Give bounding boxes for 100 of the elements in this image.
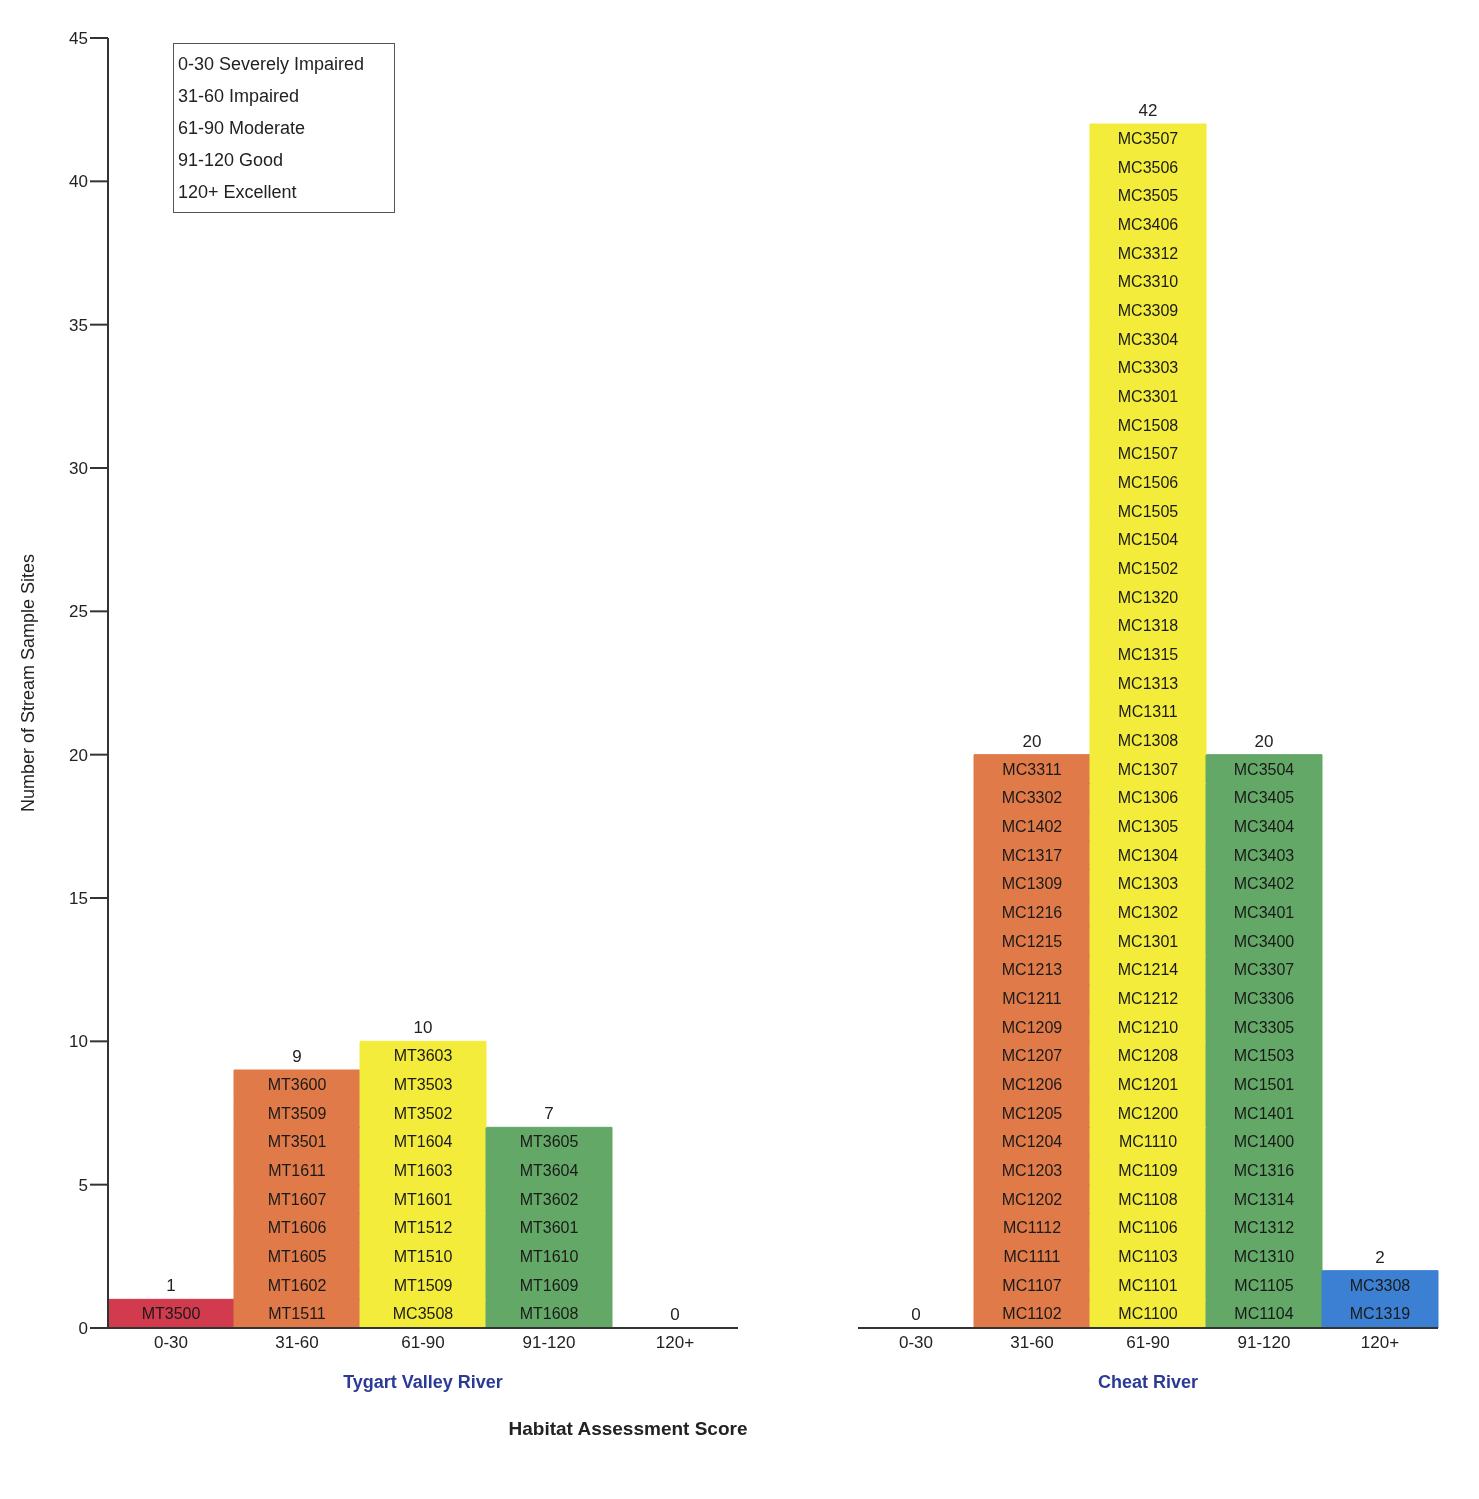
data-label: MC1314 — [1233, 1190, 1295, 1208]
y-tick-label: 15 — [69, 889, 88, 909]
data-label: MC1203 — [1001, 1162, 1063, 1180]
data-label: MC3401 — [1233, 904, 1295, 922]
total-label: 9 — [292, 1047, 302, 1066]
text: 0 — [670, 1305, 680, 1324]
y-tick-label: 0 — [78, 1319, 88, 1339]
data-label: MT3604 — [519, 1162, 579, 1180]
total-label: 1 — [166, 1276, 176, 1296]
data-label: MC1503 — [1233, 1047, 1295, 1065]
data-label: MC3302 — [1001, 789, 1063, 807]
data-label: MT3509 — [267, 1104, 327, 1122]
data-label: MC1302 — [1117, 904, 1179, 922]
data-label: MC1502 — [1117, 560, 1179, 578]
x-axis-title: Cheat River — [1097, 1372, 1199, 1392]
y-axis-title: Number of Stream Sample Sites — [18, 553, 39, 813]
x-tick-label: 91-120 — [522, 1333, 576, 1353]
data-label: MT3502 — [393, 1104, 453, 1122]
data-label: MC1304 — [1117, 846, 1179, 864]
data-label: MC1213 — [1001, 961, 1063, 979]
data-label: MC1400 — [1233, 1133, 1295, 1151]
data-label: MC1111 — [1003, 1248, 1061, 1266]
data-label: MC1104 — [1234, 1305, 1294, 1323]
data-label: MC1507 — [1117, 445, 1179, 463]
data-label: MT1604 — [393, 1133, 453, 1151]
data-label: MC1204 — [1001, 1133, 1063, 1151]
data-label: MC3301 — [1117, 388, 1179, 406]
data-label: MC3404 — [1233, 818, 1295, 836]
data-label: MC1110 — [1118, 1133, 1178, 1151]
data-label: MC1103 — [1118, 1248, 1178, 1266]
data-label: MC1109 — [1118, 1162, 1178, 1180]
data-label: MC1307 — [1117, 760, 1179, 778]
annotation: 91-120 Good — [178, 149, 285, 172]
data-label: MT1510 — [393, 1248, 453, 1266]
total-label: 20 — [1254, 731, 1274, 751]
data-label: MT1606 — [267, 1219, 327, 1237]
data-label: MC3403 — [1233, 846, 1295, 864]
data-label: MC1306 — [1117, 789, 1179, 807]
data-label: MC1505 — [1117, 502, 1179, 520]
data-label: MC1102 — [1002, 1305, 1062, 1323]
data-label: MT1611 — [268, 1162, 326, 1180]
annotation: 61-90 Moderate — [178, 117, 307, 140]
data-label: MC1208 — [1117, 1047, 1179, 1065]
data-label: MC1316 — [1233, 1162, 1295, 1180]
data-label: MC3402 — [1233, 875, 1295, 893]
x-tick-label: 0-30 — [898, 1333, 934, 1353]
data-label: MC1313 — [1117, 674, 1179, 692]
data-label: MC1309 — [1001, 875, 1063, 893]
data-label: MC1206 — [1001, 1076, 1063, 1094]
data-label: MC1320 — [1117, 588, 1179, 606]
y-tick-label: 25 — [69, 602, 88, 622]
data-label: MT1610 — [519, 1248, 579, 1266]
data-label: MC1205 — [1001, 1104, 1063, 1122]
data-label: MT3601 — [519, 1219, 579, 1237]
data-label: MC1216 — [1001, 904, 1063, 922]
text: Habitat Assessment Score — [507, 1418, 749, 1440]
data-label: MC1100 — [1118, 1305, 1178, 1323]
data-label: MC1209 — [1001, 1018, 1063, 1036]
data-label: MC1210 — [1117, 1018, 1179, 1036]
total-label: 20 — [1022, 731, 1042, 751]
data-label: MT3500 — [141, 1305, 201, 1323]
x-tick-label: 31-60 — [275, 1333, 319, 1353]
data-label: MC1301 — [1117, 932, 1179, 950]
data-label: MC3406 — [1117, 216, 1179, 234]
annotation: 31-60 Impaired — [178, 85, 301, 108]
data-label: MT1602 — [267, 1276, 327, 1294]
data-label: MC1106 — [1118, 1219, 1178, 1237]
data-label: MC1108 — [1118, 1190, 1178, 1208]
data-label: MT1509 — [393, 1276, 453, 1294]
text: 0 — [911, 1305, 921, 1324]
data-label: MC1401 — [1233, 1104, 1295, 1122]
data-label: MC1303 — [1117, 875, 1179, 893]
data-label: MT3501 — [267, 1133, 327, 1151]
annotation: 120+ Excellent — [178, 181, 298, 204]
data-label: MC1212 — [1117, 990, 1179, 1008]
data-label: MC1214 — [1117, 961, 1179, 979]
data-label: MT3600 — [267, 1076, 327, 1094]
data-label: MC3305 — [1233, 1018, 1295, 1036]
data-label: MC1310 — [1233, 1248, 1295, 1266]
data-label: MC3504 — [1233, 760, 1295, 778]
x-tick-label: 120+ — [655, 1333, 695, 1353]
data-label: MC1101 — [1118, 1276, 1178, 1294]
data-label: MC1105 — [1234, 1276, 1294, 1294]
data-label: MC1215 — [1001, 932, 1063, 950]
data-label: MC1112 — [1002, 1219, 1062, 1237]
data-label: MT1605 — [267, 1248, 327, 1266]
y-tick-label: 10 — [69, 1032, 88, 1052]
x-tick-label: 91-120 — [1237, 1333, 1291, 1353]
data-label: MC1319 — [1349, 1305, 1411, 1323]
data-label: MC3303 — [1117, 359, 1179, 377]
y-tick-label: 40 — [69, 172, 88, 192]
data-label: MT1603 — [393, 1162, 453, 1180]
data-label: MC1315 — [1117, 646, 1179, 664]
data-label: MC1402 — [1001, 818, 1063, 836]
x-tick-label: 120+ — [1360, 1333, 1400, 1353]
data-label: MC1508 — [1117, 416, 1179, 434]
data-label: MC3306 — [1233, 990, 1295, 1008]
x-tick-label: 61-90 — [1126, 1333, 1170, 1353]
data-label: MC3405 — [1233, 789, 1295, 807]
data-label: MT3503 — [393, 1076, 453, 1094]
